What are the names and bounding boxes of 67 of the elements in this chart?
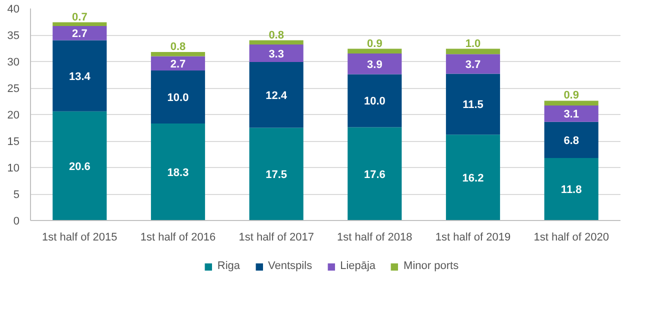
data-label: 0.7 [72,11,88,24]
y-tick-label: 30 [7,56,20,68]
bar [446,134,500,220]
data-label: 2.7 [72,28,88,40]
bar [544,122,598,158]
bar [249,62,304,128]
data-label: 2.7 [170,58,186,70]
y-tick-label: 0 [13,216,20,228]
y-tick-label: 20 [7,110,20,122]
data-label: 3.3 [268,48,284,60]
data-label: 10.0 [364,96,386,108]
bar [52,40,107,112]
bar [544,100,598,106]
bar [249,44,304,62]
data-label: 17.6 [364,168,386,181]
x-tick-label: 1st half of 2020 [534,232,609,244]
bar [348,48,402,54]
legend-label: Ventspils [268,260,312,272]
data-label: 13.4 [68,70,92,83]
bar [150,52,206,56]
data-label: 3.9 [367,58,382,71]
bar [52,111,107,220]
bar [249,40,304,45]
bar [52,26,107,40]
data-label: 3.7 [465,58,481,71]
bar [150,124,206,220]
data-label: 10.0 [167,92,189,104]
bar [150,70,206,124]
data-label: 0.8 [170,40,186,53]
data-label: 16.2 [462,172,484,185]
y-tick-label: 15 [7,136,20,148]
legend-label: Riga [217,260,240,272]
y-tick-label: 10 [7,162,20,174]
data-label: 11.8 [560,184,582,196]
bar [446,74,500,135]
bar [150,56,206,71]
bar [544,105,598,122]
data-label: 11.5 [462,99,484,112]
x-tick-label: 1st half of 2016 [140,232,216,244]
data-label: 0.9 [367,38,382,50]
y-tick-label: 25 [7,83,20,95]
legend-label: Liepāja [340,260,376,272]
data-label: 18.3 [167,167,189,180]
bar [544,158,598,220]
data-label: 6.8 [564,134,579,147]
y-tick-label: 5 [13,189,20,201]
bar [52,22,107,26]
data-label: 12.4 [266,90,288,102]
data-label: 20.6 [68,160,90,173]
legend-label: Minor ports [404,260,459,272]
y-tick-label: 35 [7,30,20,42]
x-tick-label: 1st half of 2019 [435,232,511,244]
data-label: 17.5 [266,169,288,182]
bar [249,128,304,220]
bar [348,74,402,128]
bar [446,48,500,54]
bar [348,54,402,74]
y-tick-label: 40 [7,4,20,16]
data-label: 1.0 [465,38,481,50]
data-label: 0.9 [564,90,579,102]
x-tick-label: 1st half of 2017 [238,232,314,244]
data-label: 0.8 [268,29,284,42]
bar [348,127,402,220]
bar [446,54,500,74]
data-label: 3.1 [564,108,579,121]
x-tick-label: 1st half of 2018 [337,232,412,244]
x-tick-label: 1st half of 2015 [42,232,118,244]
